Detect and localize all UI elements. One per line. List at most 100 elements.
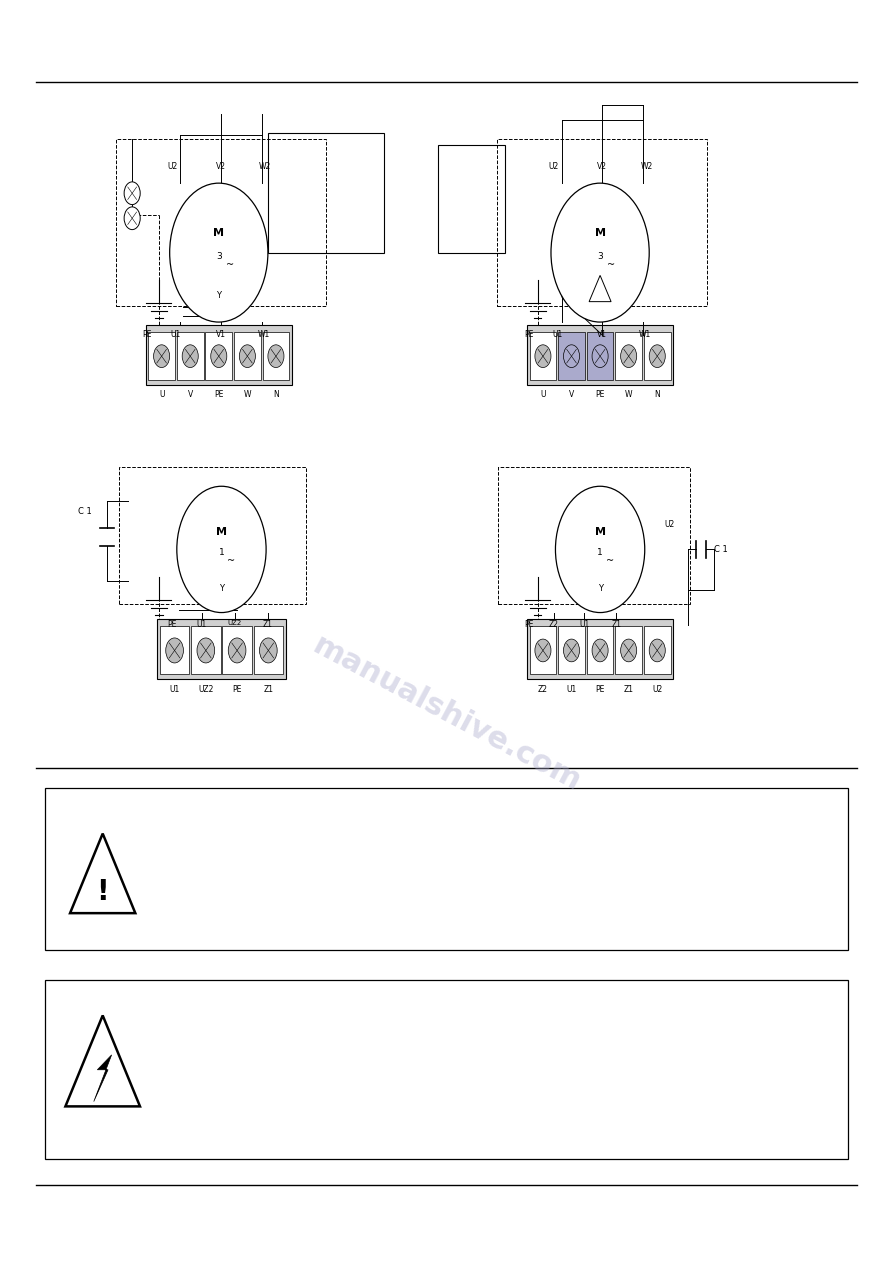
Text: U1: U1 (579, 620, 589, 629)
Bar (527, 325, 673, 385)
Text: Z2: Z2 (538, 685, 548, 693)
Bar (234, 332, 261, 380)
Text: V: V (569, 390, 574, 399)
Text: U2: U2 (548, 162, 559, 171)
Text: V1: V1 (597, 330, 607, 338)
Text: PE: PE (596, 390, 605, 399)
Text: U1: U1 (170, 685, 179, 693)
Text: N: N (655, 390, 660, 399)
Circle shape (177, 486, 266, 613)
Bar (558, 332, 585, 380)
Text: Z1: Z1 (263, 620, 273, 629)
Bar (527, 619, 673, 679)
Circle shape (563, 639, 580, 662)
Circle shape (563, 345, 580, 368)
Text: U2: U2 (167, 162, 178, 171)
Circle shape (229, 638, 246, 663)
Bar (615, 626, 642, 674)
Text: PE: PE (214, 390, 223, 399)
Text: V1: V1 (215, 330, 226, 338)
Polygon shape (70, 834, 136, 913)
Text: UZ2: UZ2 (198, 685, 213, 693)
Text: W2: W2 (640, 162, 653, 171)
Bar (587, 626, 613, 674)
Text: ~: ~ (605, 556, 614, 566)
Text: 1: 1 (219, 548, 224, 557)
Circle shape (166, 638, 183, 663)
Text: 1: 1 (597, 548, 603, 557)
Text: V2: V2 (597, 162, 607, 171)
Text: Z1: Z1 (623, 685, 634, 693)
Circle shape (592, 639, 608, 662)
Circle shape (621, 345, 637, 368)
Text: M: M (213, 229, 224, 239)
Text: Z1: Z1 (611, 620, 622, 629)
Circle shape (555, 486, 645, 613)
Bar (160, 626, 189, 674)
Circle shape (124, 182, 140, 205)
Text: 3: 3 (216, 251, 221, 260)
Text: U1: U1 (171, 330, 181, 338)
Bar (438, 145, 505, 253)
Bar (254, 626, 283, 674)
Text: U: U (159, 390, 164, 399)
Polygon shape (65, 1015, 140, 1106)
Text: !: ! (96, 878, 109, 906)
Text: M: M (595, 229, 605, 239)
Circle shape (154, 345, 170, 368)
Bar (116, 139, 326, 306)
Text: U2: U2 (652, 685, 663, 693)
Bar (45, 788, 848, 950)
Text: M: M (595, 527, 605, 537)
Bar (222, 626, 252, 674)
Text: manualshive.com: manualshive.com (307, 630, 586, 797)
Text: Z2: Z2 (548, 620, 559, 629)
Bar (615, 332, 642, 380)
Circle shape (592, 345, 608, 368)
Text: C 1: C 1 (79, 506, 92, 517)
Circle shape (197, 638, 214, 663)
Bar (498, 467, 690, 604)
Bar (497, 139, 707, 306)
Text: PE: PE (524, 620, 533, 629)
Polygon shape (94, 1055, 112, 1101)
Text: W1: W1 (257, 330, 270, 338)
Bar (644, 626, 671, 674)
Bar (177, 332, 204, 380)
Text: W2: W2 (259, 162, 271, 171)
Bar (45, 980, 848, 1159)
Bar (530, 626, 556, 674)
Bar (530, 332, 556, 380)
Text: U1: U1 (566, 685, 577, 693)
Text: C 1: C 1 (714, 544, 728, 554)
Circle shape (211, 345, 227, 368)
Bar (157, 619, 286, 679)
Text: Y: Y (597, 584, 603, 594)
Text: PE: PE (596, 685, 605, 693)
Circle shape (621, 639, 637, 662)
Bar (148, 332, 175, 380)
Bar (119, 467, 306, 604)
Bar (191, 626, 221, 674)
Text: U: U (540, 390, 546, 399)
Circle shape (260, 638, 277, 663)
Circle shape (535, 639, 551, 662)
Circle shape (239, 345, 255, 368)
Circle shape (170, 183, 268, 322)
Text: Y: Y (219, 584, 224, 594)
Circle shape (182, 345, 198, 368)
Text: W: W (625, 390, 632, 399)
Text: ~: ~ (227, 556, 236, 566)
Text: U1: U1 (552, 330, 563, 338)
Circle shape (124, 207, 140, 230)
Text: W1: W1 (638, 330, 651, 338)
Bar (558, 626, 585, 674)
Text: V: V (188, 390, 193, 399)
Text: Z1: Z1 (263, 685, 273, 693)
Text: PE: PE (232, 685, 242, 693)
Text: PE: PE (143, 330, 152, 338)
Text: U2: U2 (664, 519, 675, 529)
Circle shape (551, 183, 649, 322)
Circle shape (535, 345, 551, 368)
Bar (644, 332, 671, 380)
